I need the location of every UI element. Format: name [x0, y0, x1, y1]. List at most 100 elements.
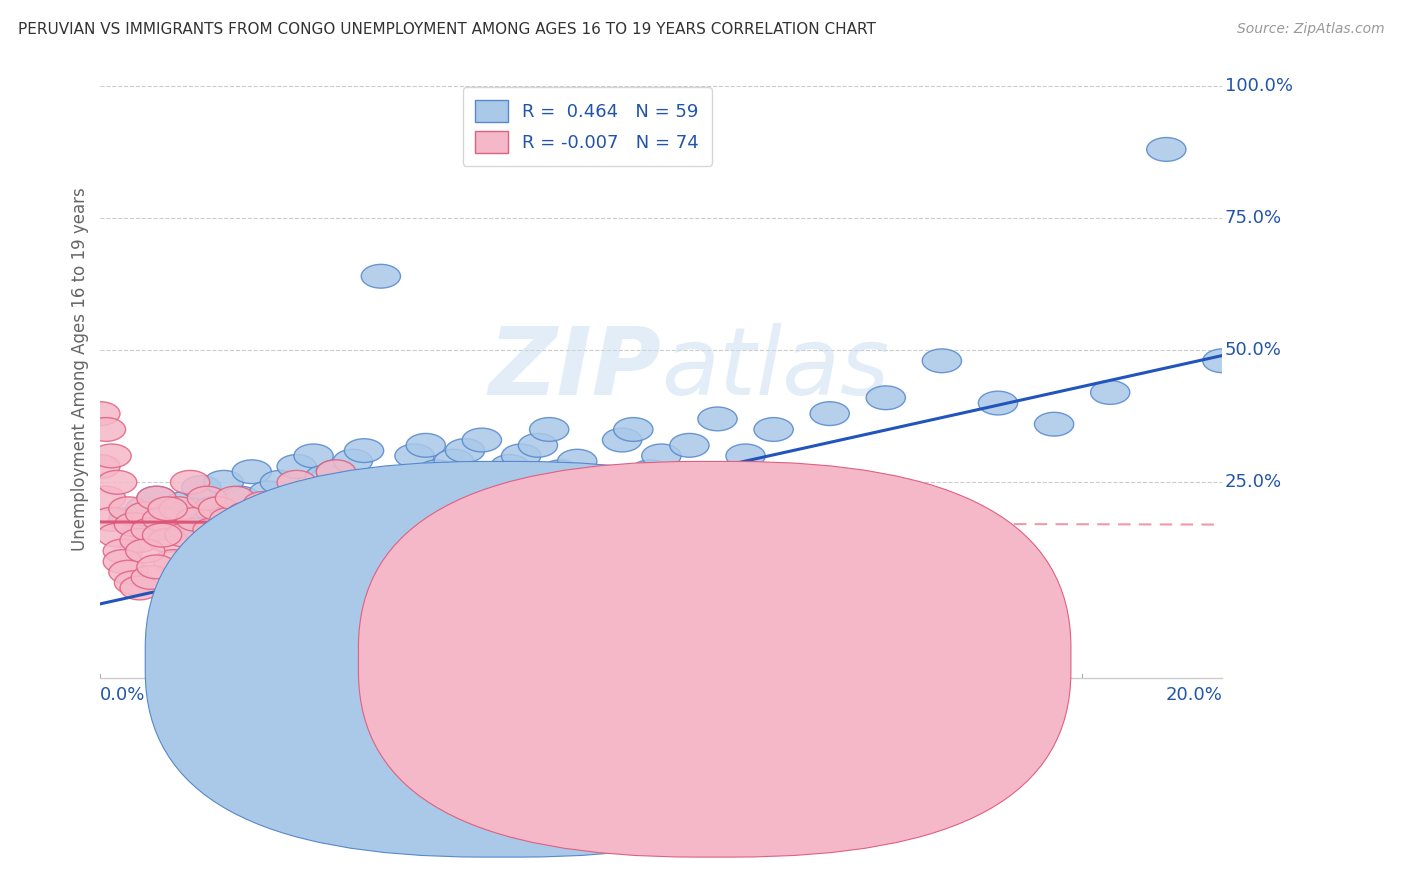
Ellipse shape	[434, 450, 474, 473]
Ellipse shape	[103, 539, 142, 563]
Ellipse shape	[260, 533, 299, 558]
Ellipse shape	[232, 533, 271, 558]
Text: ZIP: ZIP	[488, 323, 661, 415]
Ellipse shape	[193, 497, 232, 521]
Text: 100.0%: 100.0%	[1225, 77, 1292, 95]
Ellipse shape	[226, 502, 266, 526]
Ellipse shape	[339, 475, 378, 500]
Ellipse shape	[131, 566, 170, 590]
Ellipse shape	[238, 513, 277, 536]
Ellipse shape	[586, 470, 624, 494]
Ellipse shape	[86, 417, 125, 442]
Text: PERUVIAN VS IMMIGRANTS FROM CONGO UNEMPLOYMENT AMONG AGES 16 TO 19 YEARS CORRELA: PERUVIAN VS IMMIGRANTS FROM CONGO UNEMPL…	[18, 22, 876, 37]
Text: 20.0%: 20.0%	[1166, 686, 1222, 704]
Ellipse shape	[446, 508, 485, 532]
Ellipse shape	[344, 439, 384, 462]
Ellipse shape	[519, 434, 558, 458]
Y-axis label: Unemployment Among Ages 16 to 19 years: Unemployment Among Ages 16 to 19 years	[72, 186, 89, 550]
Ellipse shape	[142, 524, 181, 547]
Ellipse shape	[91, 444, 131, 467]
Ellipse shape	[114, 513, 153, 536]
Ellipse shape	[344, 508, 384, 532]
Ellipse shape	[922, 349, 962, 373]
Ellipse shape	[176, 508, 215, 532]
Ellipse shape	[502, 444, 541, 467]
Ellipse shape	[125, 497, 165, 521]
Ellipse shape	[474, 470, 513, 494]
Ellipse shape	[810, 401, 849, 425]
Ellipse shape	[86, 486, 125, 510]
Ellipse shape	[288, 497, 328, 521]
Ellipse shape	[125, 502, 165, 526]
Ellipse shape	[148, 513, 187, 536]
Ellipse shape	[502, 513, 541, 536]
Ellipse shape	[305, 497, 344, 521]
Ellipse shape	[333, 450, 373, 473]
Ellipse shape	[463, 428, 502, 452]
Ellipse shape	[754, 417, 793, 442]
Ellipse shape	[418, 518, 457, 541]
Ellipse shape	[697, 524, 737, 547]
Ellipse shape	[271, 486, 311, 510]
Ellipse shape	[97, 524, 136, 547]
Ellipse shape	[361, 518, 401, 541]
Ellipse shape	[558, 450, 598, 473]
Ellipse shape	[305, 465, 344, 489]
Ellipse shape	[669, 434, 709, 458]
Ellipse shape	[254, 502, 294, 526]
Ellipse shape	[266, 513, 305, 536]
Ellipse shape	[165, 491, 204, 516]
Ellipse shape	[810, 513, 849, 536]
Ellipse shape	[322, 497, 361, 521]
Ellipse shape	[142, 508, 181, 532]
Ellipse shape	[136, 486, 176, 510]
Ellipse shape	[277, 470, 316, 494]
Ellipse shape	[103, 549, 142, 574]
Ellipse shape	[299, 508, 339, 532]
Ellipse shape	[641, 444, 681, 467]
Ellipse shape	[97, 470, 136, 494]
Ellipse shape	[120, 529, 159, 552]
Ellipse shape	[389, 497, 429, 521]
Ellipse shape	[1147, 137, 1185, 161]
Ellipse shape	[181, 539, 221, 563]
Text: Source: ZipAtlas.com: Source: ZipAtlas.com	[1237, 22, 1385, 37]
Ellipse shape	[474, 533, 513, 558]
Ellipse shape	[221, 486, 260, 510]
Ellipse shape	[979, 392, 1018, 415]
Ellipse shape	[80, 455, 120, 478]
Legend: R =  0.464   N = 59, R = -0.007   N = 74: R = 0.464 N = 59, R = -0.007 N = 74	[463, 87, 711, 166]
Ellipse shape	[1202, 349, 1241, 373]
Ellipse shape	[305, 486, 344, 510]
Ellipse shape	[125, 539, 165, 563]
Ellipse shape	[159, 497, 198, 521]
FancyBboxPatch shape	[145, 461, 858, 857]
Ellipse shape	[153, 549, 193, 574]
Ellipse shape	[170, 470, 209, 494]
Text: 25.0%: 25.0%	[1225, 474, 1282, 491]
Ellipse shape	[153, 502, 193, 526]
Ellipse shape	[176, 518, 215, 541]
Text: 75.0%: 75.0%	[1225, 209, 1282, 227]
Ellipse shape	[361, 264, 401, 288]
Text: Immigrants from Congo: Immigrants from Congo	[745, 650, 943, 668]
Ellipse shape	[108, 508, 148, 532]
Ellipse shape	[530, 417, 569, 442]
Ellipse shape	[80, 401, 120, 425]
Ellipse shape	[215, 486, 254, 510]
Ellipse shape	[810, 544, 849, 568]
Ellipse shape	[541, 460, 581, 483]
Ellipse shape	[446, 439, 485, 462]
Ellipse shape	[328, 518, 367, 541]
Ellipse shape	[866, 386, 905, 409]
Ellipse shape	[204, 529, 243, 552]
Ellipse shape	[316, 460, 356, 483]
Ellipse shape	[260, 470, 299, 494]
Ellipse shape	[294, 444, 333, 467]
Ellipse shape	[418, 486, 457, 510]
Ellipse shape	[782, 470, 821, 494]
Ellipse shape	[333, 539, 373, 563]
Ellipse shape	[187, 486, 226, 510]
Ellipse shape	[249, 481, 288, 505]
Ellipse shape	[530, 529, 569, 552]
